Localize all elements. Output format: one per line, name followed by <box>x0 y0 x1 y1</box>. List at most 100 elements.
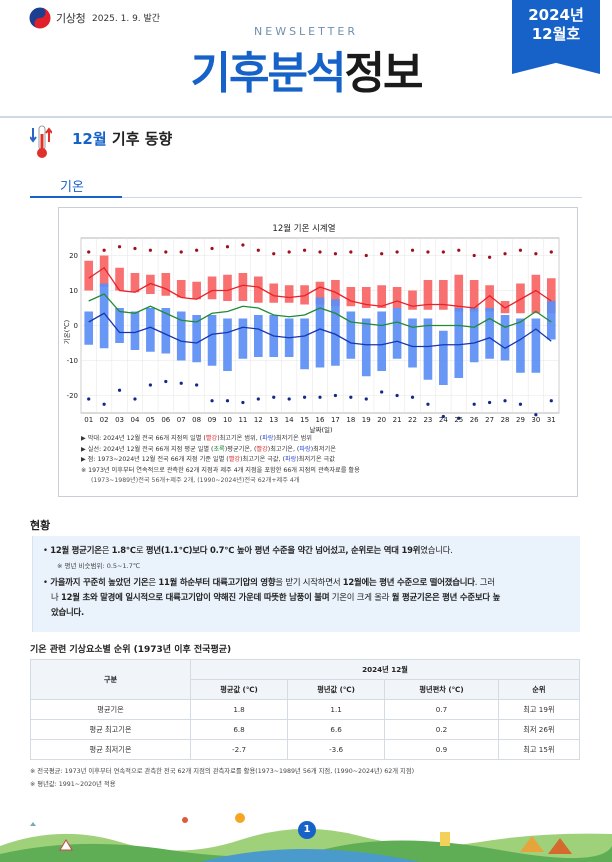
min-range-bar <box>516 318 525 373</box>
max-range-bar <box>223 274 232 301</box>
record-max-point <box>380 252 384 256</box>
record-min-point <box>534 413 538 417</box>
y-tick-label: -10 <box>67 357 78 365</box>
note-lines: ▶ 실선: 2024년 12월 전국 66개 지점 평균 일별 (초록)평균기온… <box>81 445 336 453</box>
record-max-point <box>426 250 430 254</box>
x-tick-label: 19 <box>362 416 371 424</box>
x-tick-label: 05 <box>146 416 155 424</box>
record-min-point <box>518 402 523 406</box>
cell-anomaly: 0.9 <box>384 739 499 760</box>
x-tick-label: 08 <box>192 416 201 424</box>
max-range-bar <box>331 280 340 307</box>
y-tick-label: 20 <box>69 252 78 260</box>
page-number: 1 <box>298 821 316 839</box>
min-range-bar <box>485 308 494 359</box>
record-min-point <box>457 416 461 420</box>
temperature-chart-box: 12월 기온 시계열 기온(℃) 날짜(일) 20 10 0 -10 -20 01 02 03… <box>58 207 578 497</box>
x-tick-label: 14 <box>285 416 294 424</box>
max-range-bar <box>284 285 294 303</box>
record-min-point <box>318 395 322 399</box>
x-tick-label: 16 <box>316 416 325 424</box>
header-normal: 평년값 (℃) <box>287 679 386 700</box>
max-range-bar <box>207 276 217 300</box>
cell-normal: 6.6 <box>287 719 386 740</box>
max-range-bar <box>115 267 124 291</box>
tab-temperature[interactable]: 기온 <box>60 180 84 195</box>
record-max-point <box>410 248 415 252</box>
min-range-bar <box>346 311 356 359</box>
min-range-bar <box>377 311 386 371</box>
header-divider <box>0 116 612 118</box>
max-range-bar <box>454 274 464 312</box>
table-row: 평균 최저기온 -2.7 -3.6 0.9 최고 15위 <box>30 739 581 760</box>
x-tick-label: 02 <box>100 416 109 424</box>
x-tick-label: 20 <box>377 416 386 424</box>
min-range-bar <box>176 311 186 361</box>
min-range-bar <box>331 299 340 366</box>
x-tick-label: 01 <box>84 416 93 424</box>
record-max-point <box>364 253 368 258</box>
row-label: 평균기온 <box>30 699 191 720</box>
record-max-point <box>318 250 322 254</box>
x-tick-label: 27 <box>485 416 494 424</box>
chart-title: 12월 기온 시계열 <box>272 223 335 234</box>
header-category: 구분 <box>30 659 191 700</box>
max-range-bar <box>500 301 510 314</box>
record-min-point <box>503 399 507 403</box>
min-range-bar <box>130 311 140 350</box>
section-title-month: 12월 <box>72 130 107 148</box>
max-range-bar <box>238 273 248 301</box>
header-month: 2024년 12월 <box>190 659 580 680</box>
chart-legend-notes: ▶ 막대: 2024년 12월 전국 66개 지점의 일별 (빨강)최고기온 범… <box>81 434 360 487</box>
record-min-point <box>179 381 183 385</box>
record-min-point <box>395 393 399 398</box>
row-label: 평균 최고기온 <box>30 719 191 740</box>
min-range-bar <box>300 318 309 370</box>
x-tick-label: 22 <box>408 416 417 424</box>
cell-rank: 최고 19위 <box>497 699 581 720</box>
record-min-point <box>87 397 91 401</box>
x-tick-label: 24 <box>439 416 448 424</box>
publish-date: 2025. 1. 9. 발간 <box>92 14 161 24</box>
cell-normal: -3.6 <box>287 739 386 760</box>
y-tick-label: -20 <box>67 392 78 400</box>
min-range-bar <box>500 315 510 361</box>
record-max-point <box>133 246 137 251</box>
temperature-chart: 12월 기온 시계열 기온(℃) 날짜(일) 20 10 0 -10 -20 01 02 03… <box>62 223 560 434</box>
max-range-bar <box>176 280 186 298</box>
mean-temp-line <box>88 293 552 328</box>
min-temp-line <box>88 312 552 350</box>
max-range-bar <box>485 285 494 312</box>
min-range-bar <box>469 308 479 363</box>
footnote-stations: ※ 전국평균: 1973년 이후부터 연속적으로 관측한 전국 62개 지점의 … <box>30 768 415 775</box>
header-rank: 순위 <box>497 679 581 700</box>
max-range-bar <box>269 283 279 303</box>
record-min-point <box>380 390 384 394</box>
record-max-point <box>503 252 507 256</box>
ranking-table: 구분 2024년 12월 평균값 (℃) 평년값 (℃) 평년편차 (℃) 순위… <box>30 659 581 760</box>
note-stations-detail: (1973~1989년)전국 56개+제주 2개, (1990~2024년)전국… <box>91 477 300 484</box>
max-range-bar <box>315 281 325 305</box>
x-tick-label: 13 <box>269 416 278 424</box>
status-paragraph-2-end: 았습니다. <box>51 607 85 617</box>
x-tick-label: 10 <box>223 416 232 424</box>
record-min-point <box>549 399 553 403</box>
max-range-bar <box>439 280 448 310</box>
record-min-point <box>164 379 168 384</box>
min-range-bar <box>392 308 402 359</box>
record-max-point <box>488 255 492 259</box>
min-range-bar <box>546 301 556 340</box>
agency-name: 기상청 <box>56 12 86 25</box>
title-black: 정보 <box>344 48 423 99</box>
section-title-text: 기후 동향 <box>106 130 173 148</box>
cell-rank: 최고 15위 <box>497 739 581 760</box>
min-range-bar <box>115 308 124 343</box>
min-range-bar <box>223 318 232 371</box>
min-range-bar <box>84 311 94 345</box>
max-range-bar <box>346 287 356 307</box>
min-range-bar <box>439 330 448 385</box>
record-max-point <box>549 250 553 254</box>
min-range-bar <box>161 308 171 354</box>
x-tick-label: 30 <box>531 416 540 424</box>
record-max-point <box>164 250 168 254</box>
